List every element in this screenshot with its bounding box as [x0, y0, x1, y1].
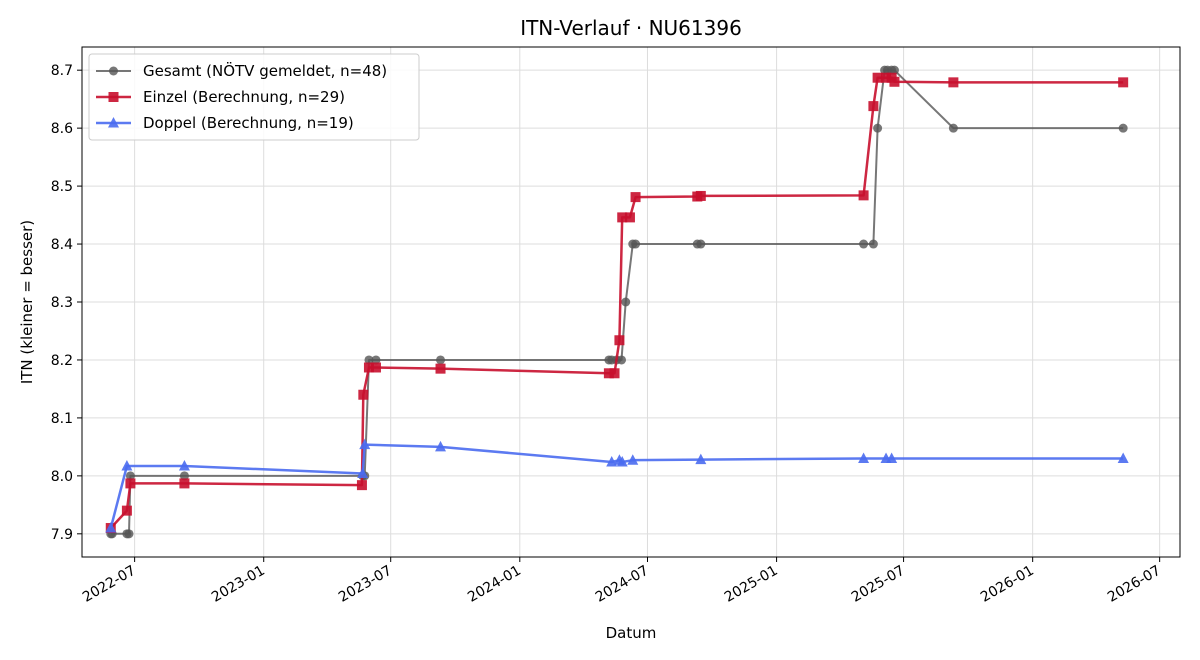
data-point-einzel [435, 363, 446, 374]
data-point-gesamt [948, 123, 958, 133]
data-point-einzel [858, 190, 869, 201]
y-tick-label: 8.6 [51, 121, 73, 137]
data-point-einzel [868, 101, 879, 112]
data-point-doppel [178, 460, 190, 471]
data-point-doppel [435, 440, 447, 452]
data-point-einzel [695, 190, 706, 201]
data-point-einzel [179, 478, 190, 489]
y-tick-label: 8.3 [51, 295, 73, 311]
chart-title: ITN-Verlauf · NU61396 [520, 16, 742, 40]
data-point-gesamt [364, 355, 374, 365]
data-point-doppel [105, 522, 117, 533]
y-axis-label: ITN (kleiner = besser) [18, 220, 36, 384]
data-point-gesamt [873, 123, 883, 133]
data-point-einzel [948, 77, 959, 88]
legend-marker [108, 117, 119, 128]
data-point-einzel [617, 212, 628, 223]
data-point-doppel [616, 455, 628, 467]
data-point-doppel [695, 453, 707, 465]
legend-label-einzel: Einzel (Berechnung, n=29) [143, 88, 345, 106]
data-point-gesamt [124, 529, 134, 539]
data-point-gesamt [889, 65, 899, 75]
data-point-einzel [125, 478, 136, 489]
data-point-gesamt [1118, 123, 1128, 133]
data-point-gesamt [179, 471, 189, 481]
data-point-einzel [363, 362, 374, 373]
legend-label-gesamt: Gesamt (NÖTV gemeldet, n=48) [143, 61, 387, 80]
data-point-gesamt [631, 239, 641, 249]
legend: Gesamt (NÖTV gemeldet, n=48) Einzel (Bere… [88, 53, 420, 141]
series-doppel [105, 438, 1129, 533]
y-tick-label: 8.4 [51, 237, 73, 253]
data-point-einzel [614, 335, 625, 346]
data-point-gesamt [696, 239, 706, 249]
data-point-einzel [370, 362, 381, 373]
y-tick-label: 7.9 [51, 527, 73, 543]
data-point-einzel [603, 368, 614, 379]
data-point-einzel [609, 368, 620, 379]
legend-label-doppel: Doppel (Berechnung, n=19) [143, 114, 354, 132]
data-point-einzel [624, 212, 635, 223]
data-point-einzel [358, 389, 369, 400]
data-point-gesamt [436, 355, 446, 365]
data-point-einzel [356, 480, 367, 491]
data-point-doppel [357, 467, 369, 479]
series-layer [105, 65, 1129, 539]
data-point-einzel [881, 72, 892, 83]
data-point-einzel [872, 72, 883, 83]
data-point-doppel [886, 452, 898, 463]
data-point-doppel [359, 438, 371, 450]
y-tick-label: 8.5 [51, 179, 73, 195]
data-point-doppel [858, 452, 870, 463]
data-point-doppel [121, 460, 133, 471]
y-tick-label: 8.1 [51, 411, 73, 427]
y-tick-label: 8.7 [51, 63, 73, 79]
legend-box [88, 53, 420, 141]
data-point-einzel [889, 76, 900, 87]
x-axis-label: Datum [606, 624, 657, 642]
data-point-einzel [630, 192, 641, 203]
data-point-gesamt [868, 239, 878, 249]
data-point-doppel [627, 454, 639, 465]
data-point-gesamt [859, 239, 869, 249]
legend-marker [109, 66, 118, 76]
data-point-gesamt [617, 355, 627, 365]
legend-marker [108, 92, 119, 102]
data-point-einzel [121, 505, 132, 516]
data-point-gesamt [621, 297, 631, 307]
y-tick-label: 8.2 [51, 353, 73, 369]
y-tick-label: 8.0 [51, 469, 73, 485]
data-point-gesamt [125, 471, 135, 481]
data-point-doppel [1117, 452, 1129, 463]
data-point-einzel [1118, 77, 1129, 88]
data-point-gesamt [371, 355, 381, 365]
plot-frame [81, 46, 1181, 558]
